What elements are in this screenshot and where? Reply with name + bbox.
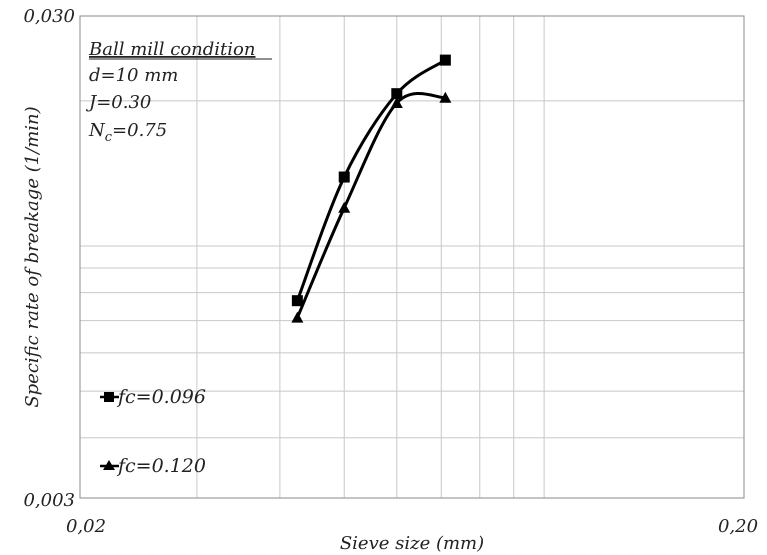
annotation-line-nc: Nc=0.75 <box>88 120 167 145</box>
data-point-square <box>338 171 350 183</box>
y-axis-label: Specific rate of breakage (1/min) <box>22 106 43 407</box>
grid <box>80 16 744 498</box>
annotation-line-d: d=10 mm <box>89 65 178 86</box>
nc-rest: =0.75 <box>112 120 167 141</box>
plot-area <box>80 16 744 498</box>
series-line-1 <box>295 58 447 302</box>
legend-label-fc-0-120: fc=0.120 <box>116 455 206 477</box>
legend-square-marker <box>104 392 114 402</box>
series-line-2 <box>295 91 446 319</box>
x-tick-label-right: 0,20 <box>718 516 758 537</box>
data-point-triangle <box>439 91 452 103</box>
nc-subscript: c <box>105 130 113 145</box>
data-point-square <box>439 54 451 66</box>
y-tick-label-bottom: 0,003 <box>23 490 75 511</box>
annotation-line-j: J=0.30 <box>85 92 151 113</box>
condition-annotation: Ball mill condition d=10 mm J=0.30 Nc=0.… <box>85 39 272 145</box>
series-layer <box>291 54 452 323</box>
data-point-triangle <box>390 96 403 108</box>
data-point-triangle <box>338 201 351 213</box>
nc-main: N <box>88 120 106 141</box>
legend-item-fc-0-120: fc=0.120 <box>100 455 206 477</box>
series-2 <box>291 91 452 323</box>
legend: fc=0.096 fc=0.120 <box>100 386 206 477</box>
y-tick-label-top: 0,030 <box>23 6 75 27</box>
series-1 <box>291 54 451 307</box>
data-point-square <box>291 295 303 307</box>
annotation-heading: Ball mill condition <box>88 39 255 60</box>
data-point-triangle <box>291 311 304 323</box>
legend-item-fc-0-096: fc=0.096 <box>100 386 206 408</box>
x-tick-label-left: 0,02 <box>66 516 106 537</box>
legend-label-fc-0-096: fc=0.096 <box>116 386 206 408</box>
data-point-square <box>391 88 403 100</box>
x-axis-label: Sieve size (mm) <box>340 533 484 554</box>
legend-triangle-marker <box>103 460 115 470</box>
plot-border <box>79 15 745 499</box>
